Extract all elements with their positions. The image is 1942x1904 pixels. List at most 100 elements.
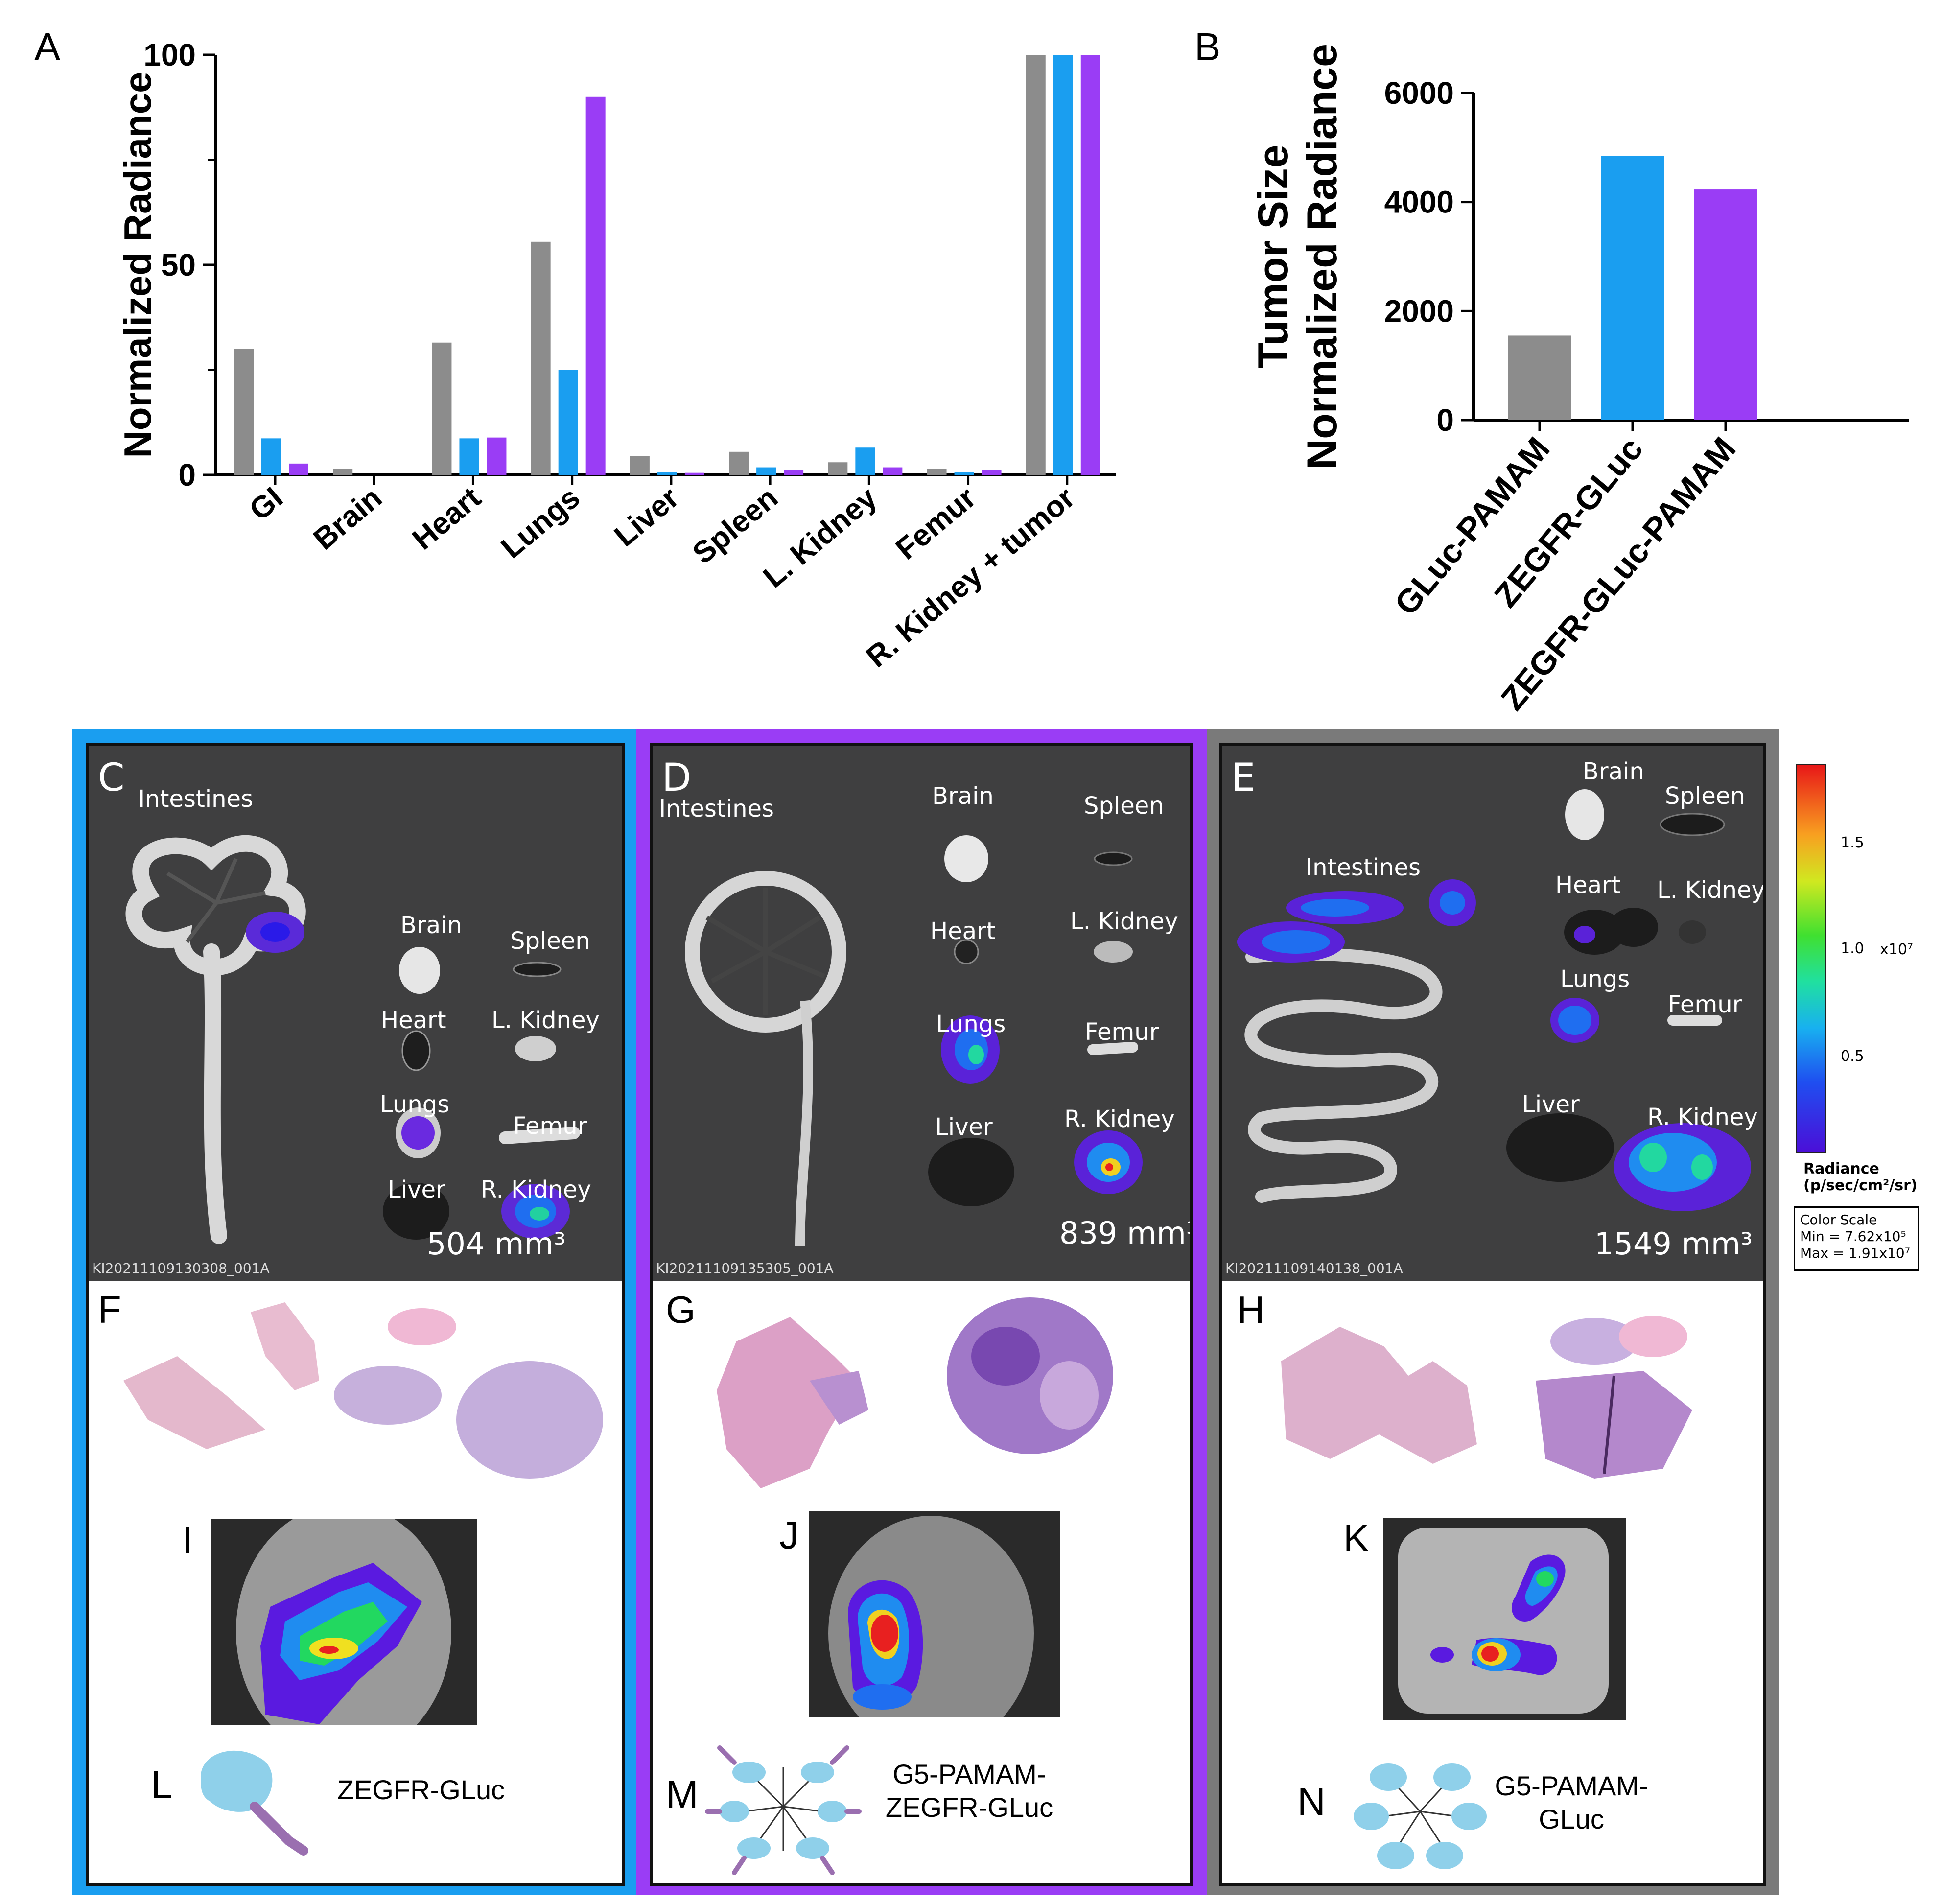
bar-spleen-0 [729,451,749,475]
panel-label-c: C [98,756,125,800]
biolum-i-signal [236,1519,451,1725]
y-axis-title-b-line1: Tumor Size [1250,144,1297,368]
histology-g-tissue [717,1297,1113,1488]
label-intestines: Intestines [1306,854,1421,881]
bar-r-kidney-tumor-0 [1026,55,1046,475]
panel-label-j: J [779,1513,799,1557]
image-code: KI20211109135305_001A [656,1260,834,1276]
bar-liver-2 [684,472,704,475]
bar-gi-1 [261,438,281,475]
label-spleen: Spleen [1665,782,1745,810]
label-intestines: Intestines [138,785,254,813]
panel-label-e: E [1231,756,1256,800]
bar-b-2 [1694,189,1757,420]
x-tick-label-a: Heart [406,481,488,557]
biolum-k [1383,1518,1626,1720]
histology-h-tissue [1281,1316,1692,1479]
bar-b-0 [1508,335,1571,420]
label-femur: Femur [1085,1018,1159,1046]
label-l-kidney: L. Kidney [1657,876,1763,904]
g5-pamam-gluc-icon [1354,1763,1487,1869]
label-spleen: Spleen [1084,792,1164,820]
biolum-j-signal [828,1516,1034,1717]
label-l-kidney: L. Kidney [1070,908,1178,935]
bar-heart-1 [459,438,479,475]
colorbar-tick-1-5: 1.5 [1841,834,1864,851]
label-lungs: Lungs [380,1091,450,1118]
bar-heart-2 [487,437,507,475]
label-liver: Liver [388,1176,445,1203]
organs-e [1237,789,1751,1211]
y-tick-label-a: 50 [161,247,196,282]
bar-l-kidney-2 [883,467,903,475]
bar-spleen-2 [784,470,804,475]
bar-r-kidney-tumor-1 [1053,55,1073,475]
label-femur: Femur [1668,991,1742,1018]
y-tick-label-a: 0 [178,457,196,493]
image-code: KI20211109140138_001A [1225,1260,1403,1276]
panel-label-d: D [662,756,692,800]
panel-label-h: H [1237,1288,1265,1331]
bar-lungs-1 [558,370,578,475]
histology-h: H [1222,1283,1763,1518]
y-tick-label-a: 100 [143,37,196,72]
label-brain: Brain [1583,758,1644,785]
g5-pamam-zegfr-gluc-icon [705,1745,862,1875]
label-heart: Heart [381,1007,446,1034]
panel-label-m: M [666,1773,699,1816]
colorbar-tick-1-0: 1.0 [1841,940,1864,957]
histology-g: G [653,1283,1190,1518]
tumor-volume: 1549 mm³ [1594,1226,1753,1262]
x-tick-label-a: Spleen [686,481,784,571]
label-brain: Brain [932,782,994,810]
bar-heart-0 [432,342,452,475]
label-lungs: Lungs [1560,965,1630,993]
label-heart: Heart [930,917,996,945]
bar-r-kidney-tumor-2 [1080,55,1100,475]
tumor-volume: 839 mm³ [1059,1215,1190,1251]
x-tick-label-a: Lungs [495,481,586,565]
photo-e: E Intestines Brain Spleen Heart L. Kidne… [1222,746,1763,1281]
colorbar-tick-0-5: 0.5 [1841,1048,1864,1065]
biolum-i [211,1519,477,1725]
tumor-volume: 504 mm³ [427,1226,566,1262]
caption-l: ZEGFR-GLuc [337,1774,505,1805]
label-spleen: Spleen [510,927,590,955]
histology-f: F [89,1283,622,1518]
radiance-title: Radiance [1803,1160,1879,1177]
bar-b-1 [1601,156,1664,420]
panel-label-k: K [1343,1516,1370,1560]
color-scale-title: Color Scale [1800,1212,1877,1228]
y-axis-title-a: Normalized Radiance [116,72,159,458]
label-lungs: Lungs [936,1011,1006,1038]
x-tick-label-a: Brain [307,481,388,557]
organs-d [685,835,1143,1246]
bar-brain-0 [333,469,353,475]
label-l-kidney: L. Kidney [491,1007,600,1034]
bar-lungs-0 [531,241,551,475]
bar-spleen-1 [756,467,776,475]
y-tick-label-b: 4000 [1384,185,1454,220]
photo-c: C Intestines Brain Spleen Heart L. Kidne… [89,746,622,1281]
biolum-j [809,1511,1060,1717]
bar-femur-2 [982,470,1002,475]
y-axis-title-b-line2: Normalized Radiance [1299,44,1346,470]
zegfr-gluc-icon [201,1750,308,1856]
panel-label-l: L [151,1763,173,1807]
organs-c [125,835,580,1244]
color-scale-max: Max = 1.91x10⁷ [1800,1245,1910,1261]
label-r-kidney: R. Kidney [481,1176,591,1203]
x-tick-label-a: GI [243,481,289,527]
bar-liver-0 [630,456,650,475]
y-tick-label-b: 2000 [1384,293,1454,329]
panel-label-n: N [1297,1780,1326,1823]
y-tick-label-b: 0 [1436,402,1454,438]
panel-label-f: F [98,1288,121,1331]
panel-label-b: B [1194,25,1221,69]
color-scale-min: Min = 7.62x10⁵ [1800,1228,1906,1245]
x-tick-label-a: Femur [889,481,983,566]
panel-label-g: G [666,1288,696,1331]
label-liver: Liver [935,1113,993,1141]
y-tick-label-b: 6000 [1384,75,1454,111]
